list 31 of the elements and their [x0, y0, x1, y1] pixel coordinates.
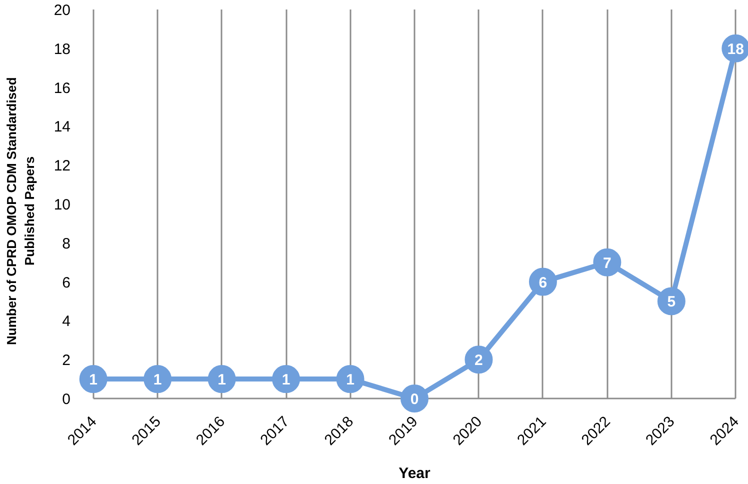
y-tick-label: 10 [54, 196, 71, 214]
x-axis-title: Year [398, 464, 431, 482]
data-label: 1 [89, 372, 98, 389]
y-tick-label: 18 [54, 40, 71, 58]
y-tick-label: 14 [54, 118, 71, 136]
data-label: 1 [346, 372, 354, 389]
y-tick-label: 20 [54, 2, 71, 19]
data-label: 1 [218, 372, 226, 389]
point [464, 346, 493, 374]
point [79, 365, 108, 394]
y-tick-label: 0 [62, 390, 70, 408]
point [336, 365, 364, 394]
data-label: 18 [727, 40, 744, 58]
data-label: 1 [153, 372, 162, 389]
point [272, 365, 300, 394]
point [593, 248, 622, 276]
data-label: 0 [410, 390, 419, 408]
y-tick-label: 8 [62, 235, 70, 252]
point [144, 365, 172, 394]
data-label: 5 [667, 294, 676, 311]
data-label: 2 [474, 352, 483, 370]
data-label: 1 [282, 372, 290, 389]
y-tick-label: 16 [54, 80, 71, 97]
y-tick-label: 12 [54, 158, 71, 175]
point [208, 365, 236, 394]
y-tick-label: 2 [62, 352, 70, 370]
y-tick-label: 6 [62, 274, 70, 292]
data-label: 6 [538, 274, 548, 292]
y-axis-title: Number of CPRD OMOP CDM Standardised Published Papers [4, 77, 37, 345]
y-tick-label: 4 [62, 313, 70, 330]
data-label: 7 [603, 254, 612, 272]
